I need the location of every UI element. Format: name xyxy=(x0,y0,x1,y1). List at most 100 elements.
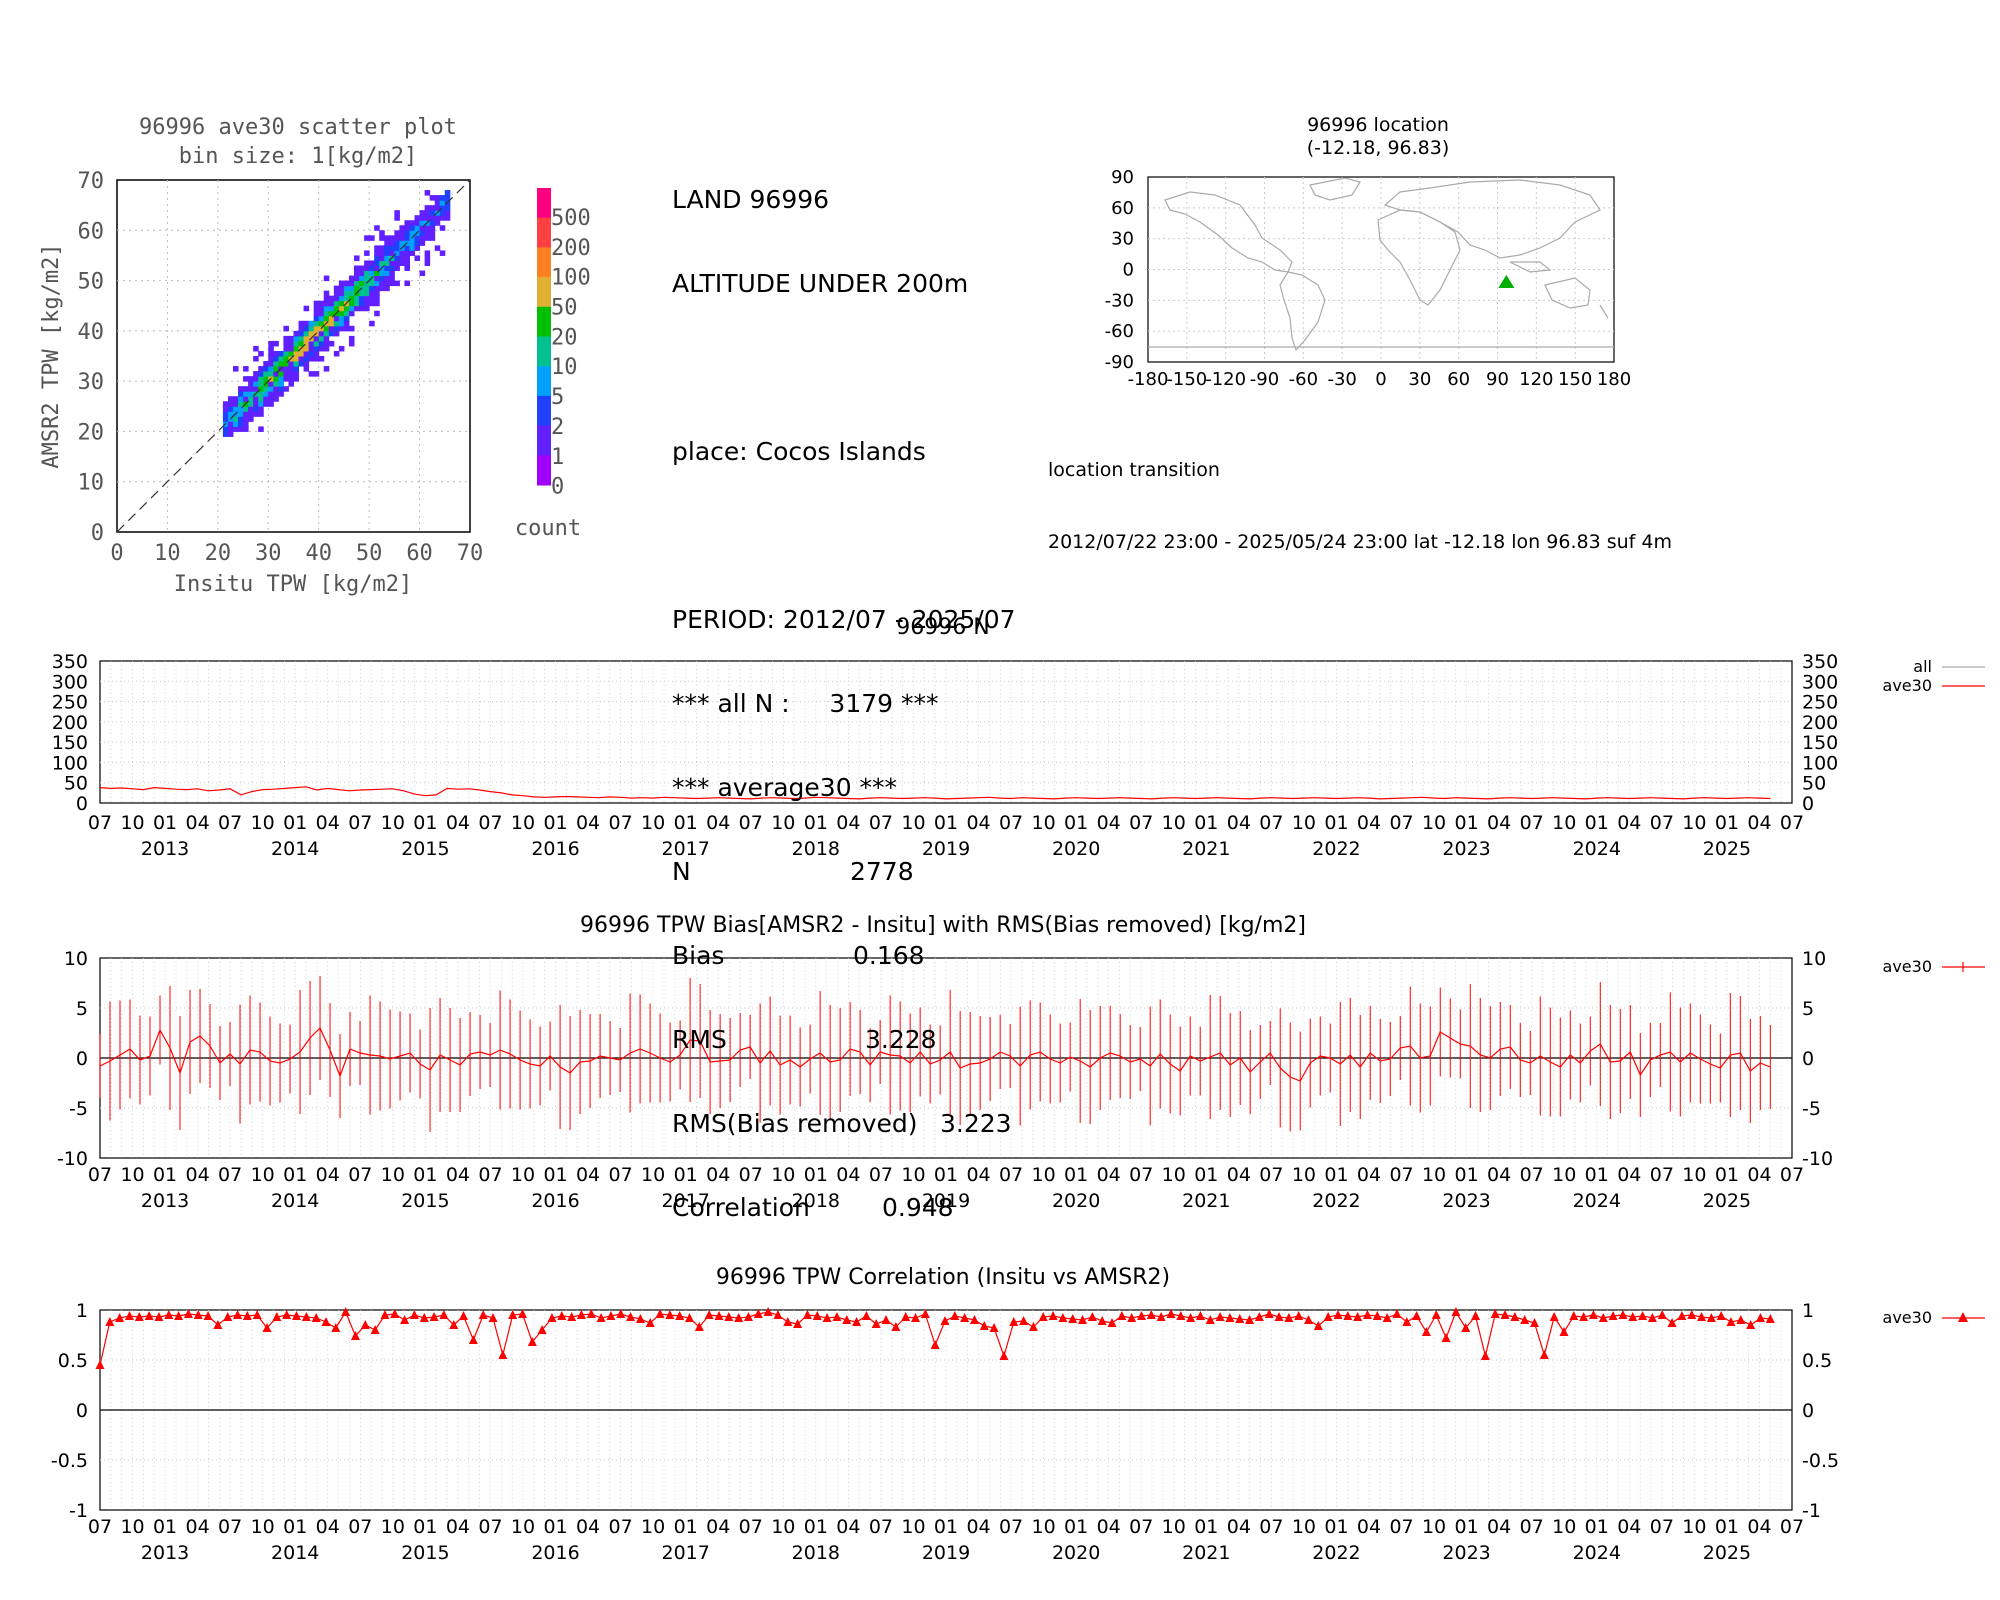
year-tick-label: 2014 xyxy=(271,838,319,860)
stats-spacer xyxy=(672,354,1016,382)
legend-ave30-label: ave30 xyxy=(1883,676,1932,695)
scatter-bin xyxy=(384,285,390,292)
scatter-bin xyxy=(389,245,395,251)
month-tick-label: 07 xyxy=(1650,1164,1674,1186)
scatter-bin xyxy=(409,230,416,236)
scatter-bin xyxy=(253,396,259,402)
scatter-bin xyxy=(253,371,259,377)
scatter-bin xyxy=(238,421,244,427)
month-tick-label: 01 xyxy=(1324,812,1348,834)
scatter-bin xyxy=(323,290,330,297)
map-y-ticks: 90 60 30 0 -30 -60 -90 xyxy=(1105,167,1134,373)
month-tick-label: 10 xyxy=(1682,812,1706,834)
corr-point xyxy=(282,1310,292,1319)
month-tick-label: 01 xyxy=(1455,1164,1479,1186)
month-tick-label: 10 xyxy=(641,812,665,834)
scatter-bin xyxy=(374,245,380,251)
corr-point xyxy=(488,1313,498,1322)
colorbar-label: 50 xyxy=(551,296,578,321)
month-tick-label: 10 xyxy=(771,1516,795,1538)
scatter-bin xyxy=(338,325,345,332)
legend-corr-label: ave30 xyxy=(1883,1308,1932,1327)
month-tick-label: 10 xyxy=(511,812,535,834)
colorbar-segment xyxy=(537,247,551,278)
scatter-bin xyxy=(389,280,395,287)
scatter-bin xyxy=(227,406,234,412)
scatter-bin xyxy=(404,255,410,261)
corr-point xyxy=(262,1323,272,1332)
corr-point xyxy=(1598,1313,1608,1322)
y-tick-label-left: -5 xyxy=(69,1098,88,1120)
scatter-bin xyxy=(238,396,244,402)
scatter-bin xyxy=(222,431,229,437)
scatter-bin xyxy=(364,275,370,282)
scatter-bin xyxy=(298,330,305,337)
scatter-bin xyxy=(419,235,426,241)
scatter-bin xyxy=(318,356,325,362)
corr-point xyxy=(459,1311,469,1320)
corr-point xyxy=(1205,1315,1215,1324)
scatter-bin xyxy=(389,235,395,241)
month-tick-label: 07 xyxy=(1650,1516,1674,1538)
y-tick-label-right: 0 xyxy=(1802,1400,1814,1422)
scatter-bin xyxy=(374,280,380,287)
month-tick-label: 01 xyxy=(1715,1164,1739,1186)
month-tick-label: 10 xyxy=(120,1516,144,1538)
corr-point xyxy=(1127,1313,1137,1322)
scatter-bin xyxy=(333,315,340,322)
map-y-tick-label: 0 xyxy=(1123,260,1134,281)
month-tick-label: 04 xyxy=(576,1164,600,1186)
corr-point xyxy=(390,1309,400,1318)
y-tick-label-right: 0 xyxy=(1802,1048,1814,1070)
scatter-bin xyxy=(348,310,355,317)
month-tick-label: 07 xyxy=(1129,1516,1153,1538)
one-to-one-line xyxy=(116,179,471,533)
scatter-bin xyxy=(268,340,274,347)
stats-n-row: N 2778 xyxy=(672,858,1016,886)
month-tick-label: 10 xyxy=(1162,1516,1186,1538)
scatter-bin xyxy=(429,205,436,211)
scatter-bin xyxy=(414,255,421,261)
year-tick-label: 2021 xyxy=(1182,838,1230,860)
scatter-bin xyxy=(338,300,345,307)
month-tick-label: 01 xyxy=(153,1516,177,1538)
scatter-bin xyxy=(374,290,380,297)
scatter-bin xyxy=(222,401,229,407)
month-tick-label: 04 xyxy=(1617,1516,1641,1538)
corr-point xyxy=(567,1312,577,1321)
month-tick-label: 01 xyxy=(804,812,828,834)
y-tick-label-left: 5 xyxy=(76,998,88,1020)
colorbar-label: 5 xyxy=(551,385,564,410)
stats-average30: *** average30 *** xyxy=(672,773,898,802)
corr-point xyxy=(1087,1312,1097,1321)
scatter-bin xyxy=(253,356,259,362)
scatter-y-tick-label: 60 xyxy=(78,219,105,244)
scatter-bin xyxy=(354,270,360,277)
month-tick-label: 04 xyxy=(186,812,210,834)
scatter-bin xyxy=(273,381,279,387)
map-x-tick-label: -30 xyxy=(1327,369,1356,390)
corr-point xyxy=(1068,1314,1078,1323)
scatter-bin xyxy=(232,406,239,412)
colorbar-label: 200 xyxy=(551,236,591,261)
scatter-bin xyxy=(404,235,410,241)
scatter-bin xyxy=(424,250,431,256)
stats-period: PERIOD: 2012/07 - 2025/07 xyxy=(672,605,1016,634)
corr-point xyxy=(1461,1323,1471,1332)
month-tick-label: 10 xyxy=(251,812,275,834)
month-tick-label: 04 xyxy=(186,1164,210,1186)
scatter-bin xyxy=(434,195,441,201)
month-tick-label: 07 xyxy=(869,1516,893,1538)
corr-point xyxy=(360,1320,370,1329)
corr-panel-title: 96996 TPW Correlation (Insitu vs AMSR2) xyxy=(716,1265,1170,1290)
scatter-bin xyxy=(253,411,259,417)
scatter-bin xyxy=(278,376,284,382)
month-tick-label: 07 xyxy=(999,1516,1023,1538)
month-tick-label: 01 xyxy=(283,812,307,834)
bias-label: Bias xyxy=(672,941,725,970)
scatter-x-tick-label: 50 xyxy=(356,541,383,566)
corr-point xyxy=(154,1312,164,1321)
scatter-bin xyxy=(293,361,300,367)
month-tick-label: 07 xyxy=(218,1516,242,1538)
corr-point xyxy=(714,1311,724,1320)
